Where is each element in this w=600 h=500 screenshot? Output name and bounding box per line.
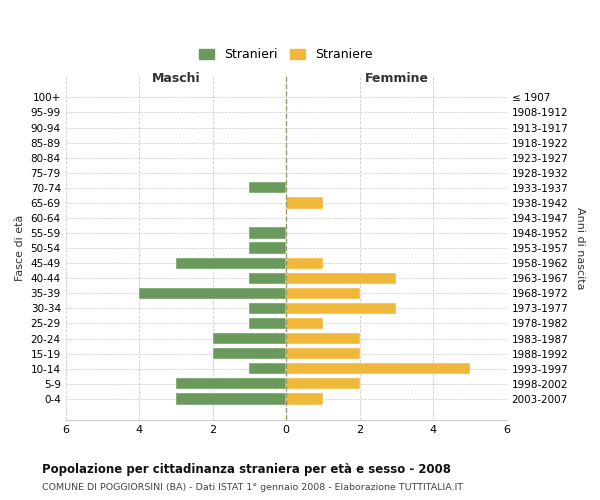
Bar: [286, 288, 360, 299]
Bar: [250, 242, 286, 254]
Y-axis label: Anni di nascita: Anni di nascita: [575, 207, 585, 290]
Text: Femmine: Femmine: [364, 72, 428, 86]
Bar: [286, 258, 323, 269]
Bar: [286, 393, 323, 404]
Bar: [250, 228, 286, 238]
Bar: [250, 318, 286, 329]
Bar: [286, 197, 323, 208]
Bar: [212, 333, 286, 344]
Bar: [176, 258, 286, 269]
Bar: [286, 348, 360, 360]
Bar: [212, 348, 286, 360]
Bar: [286, 303, 397, 314]
Text: Maschi: Maschi: [152, 72, 200, 86]
Bar: [286, 363, 470, 374]
Legend: Stranieri, Straniere: Stranieri, Straniere: [196, 44, 377, 65]
Text: Popolazione per cittadinanza straniera per età e sesso - 2008: Popolazione per cittadinanza straniera p…: [42, 462, 451, 475]
Y-axis label: Fasce di età: Fasce di età: [15, 215, 25, 282]
Bar: [286, 378, 360, 390]
Bar: [250, 363, 286, 374]
Bar: [286, 333, 360, 344]
Bar: [250, 182, 286, 194]
Bar: [176, 378, 286, 390]
Bar: [286, 318, 323, 329]
Bar: [139, 288, 286, 299]
Bar: [250, 272, 286, 284]
Text: COMUNE DI POGGIORSINI (BA) - Dati ISTAT 1° gennaio 2008 - Elaborazione TUTTITALI: COMUNE DI POGGIORSINI (BA) - Dati ISTAT …: [42, 482, 463, 492]
Bar: [250, 303, 286, 314]
Bar: [286, 272, 397, 284]
Bar: [176, 393, 286, 404]
